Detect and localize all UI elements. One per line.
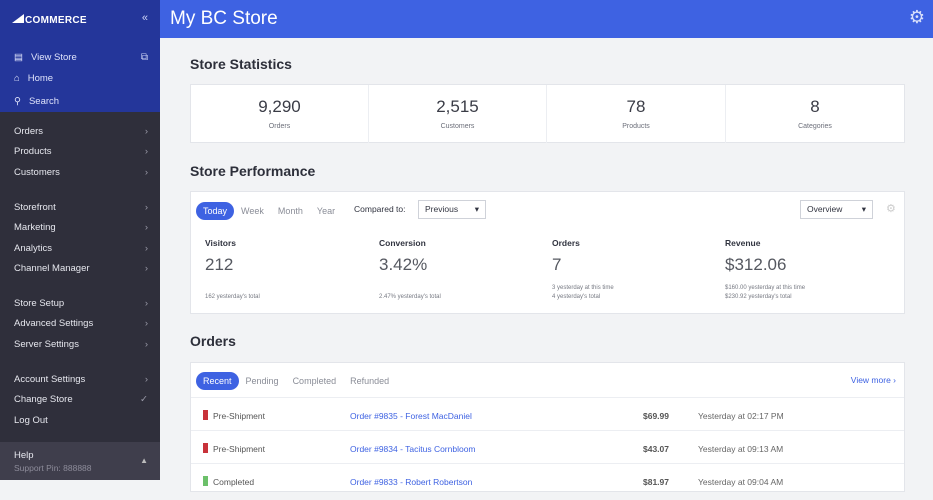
- tab-refunded[interactable]: Refunded: [350, 376, 390, 386]
- metric-orders: Orders 7 3 yesterday at this time 4 yesterd…: [552, 238, 614, 300]
- metric-visitors: Visitors 212 162 yesterday's total: [205, 238, 260, 300]
- status-flag: [203, 410, 208, 420]
- chevron-right-icon: ›: [144, 126, 148, 137]
- sidebar-item-view-store[interactable]: ▤ View Store: [14, 52, 77, 63]
- check-icon: ✓: [140, 394, 148, 406]
- store-performance-card: Today Week Month Year Compared to: Previous…: [190, 191, 905, 314]
- tab-month[interactable]: Month: [277, 206, 303, 216]
- sidebar-item-orders[interactable]: Orders ›: [14, 126, 148, 137]
- status-flag: [203, 476, 208, 486]
- chevron-up-icon: ▲: [140, 456, 148, 465]
- sidebar-top: COMMERCE « ▤ View Store ⧉ ⌂ Home ⚲ Search: [0, 0, 160, 112]
- status-flag: [203, 443, 208, 453]
- collapse-sidebar-icon[interactable]: «: [141, 12, 148, 24]
- caret-down-icon: ▾: [474, 204, 479, 214]
- help-section[interactable]: Help Support Pin: 888888 ▲: [0, 442, 160, 480]
- tab-recent[interactable]: Recent: [196, 372, 239, 390]
- chevron-right-icon: ›: [144, 242, 148, 254]
- chevron-right-icon: ›: [144, 201, 148, 213]
- orders-card: Recent Pending Completed Refunded View more…: [190, 362, 905, 492]
- sidebar-item-home[interactable]: ⌂ Home: [14, 73, 54, 84]
- stat-categories: 8 Categories: [798, 97, 832, 130]
- metric-revenue: Revenue $312.06 $160.00 yesterday at this …: [725, 238, 806, 300]
- tab-year[interactable]: Year: [316, 206, 336, 216]
- home-icon: ⌂: [14, 73, 20, 84]
- stat-orders: 9,290 Orders: [191, 85, 369, 143]
- logo: COMMERCE: [12, 14, 87, 26]
- sidebar: COMMERCE « ▤ View Store ⧉ ⌂ Home ⚲ Search O…: [0, 0, 160, 480]
- order-link[interactable]: Order #9833 - Robert Robertson: [350, 477, 473, 487]
- caret-down-icon: ▾: [861, 204, 866, 214]
- sidebar-item-analytics[interactable]: Analytics ›: [14, 242, 148, 254]
- chevron-right-icon: ›: [144, 222, 148, 234]
- chevron-right-icon: ›: [144, 262, 148, 274]
- chevron-right-icon: ›: [144, 166, 148, 178]
- stat-products: 78 Products: [547, 85, 726, 143]
- tab-week[interactable]: Week: [241, 206, 264, 216]
- tab-completed[interactable]: Completed: [292, 376, 337, 386]
- tab-today[interactable]: Today: [196, 202, 235, 220]
- chevron-right-icon: ›: [144, 318, 148, 330]
- view-more-link[interactable]: View more ›: [850, 375, 896, 385]
- header: My BC Store ⚙: [160, 0, 933, 38]
- sidebar-item-store-setup[interactable]: Store Setup ›: [14, 298, 148, 310]
- table-row: Pre-Shipment Order #9834 - Tacitus Cornbl…: [191, 430, 904, 467]
- order-link[interactable]: Order #9834 - Tacitus Cornbloom: [350, 444, 476, 454]
- store-icon: ▤: [14, 52, 23, 63]
- chevron-right-icon: ›: [144, 146, 148, 158]
- sidebar-item-server-settings[interactable]: Server Settings ›: [14, 338, 148, 350]
- view-select[interactable]: Overview ▾: [800, 200, 873, 219]
- table-row: Pre-Shipment Order #9835 - Forest MacDani…: [191, 397, 904, 434]
- search-icon: ⚲: [14, 96, 21, 107]
- sidebar-item-storefront[interactable]: Storefront ›: [14, 201, 148, 213]
- chevron-right-icon: ›: [144, 338, 148, 350]
- sidebar-item-marketing[interactable]: Marketing ›: [14, 222, 148, 234]
- store-statistics-card: 9,290 Orders 2,515 Customers 78 Products 8 Cate…: [190, 84, 905, 143]
- order-link[interactable]: Order #9835 - Forest MacDaniel: [350, 411, 472, 421]
- sidebar-item-products[interactable]: Products ›: [14, 146, 148, 158]
- gear-icon[interactable]: ⚙: [908, 7, 925, 27]
- external-link-icon[interactable]: ⧉: [140, 52, 148, 63]
- sidebar-item-customers[interactable]: Customers ›: [14, 166, 148, 178]
- store-performance-title: Store Performance: [190, 163, 316, 179]
- metric-conversion: Conversion 3.42% 2.47% yesterday's total: [379, 238, 441, 300]
- tab-pending[interactable]: Pending: [245, 376, 279, 386]
- sidebar-item-change-store[interactable]: Change Store ✓: [14, 394, 148, 406]
- orders-title: Orders: [190, 333, 236, 349]
- compared-to-select[interactable]: Previous ▾: [418, 200, 486, 219]
- stat-customers: 2,515 Customers: [369, 85, 547, 143]
- sidebar-item-log-out[interactable]: Log Out: [14, 414, 48, 426]
- store-statistics-title: Store Statistics: [190, 56, 292, 72]
- settings-icon[interactable]: ⚙: [886, 203, 896, 215]
- sidebar-item-advanced-settings[interactable]: Advanced Settings ›: [14, 318, 148, 330]
- sidebar-item-search[interactable]: ⚲ Search: [14, 96, 60, 107]
- page-title: My BC Store: [170, 8, 278, 29]
- chevron-right-icon: ›: [144, 374, 148, 385]
- chevron-right-icon: ›: [144, 298, 148, 310]
- sidebar-item-account-settings[interactable]: Account Settings ›: [14, 374, 148, 385]
- table-row: Completed Order #9833 - Robert Robertson $…: [191, 463, 904, 500]
- sidebar-item-channel-manager[interactable]: Channel Manager ›: [14, 262, 148, 274]
